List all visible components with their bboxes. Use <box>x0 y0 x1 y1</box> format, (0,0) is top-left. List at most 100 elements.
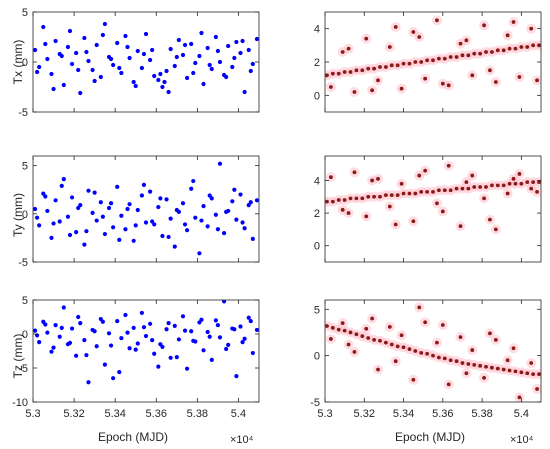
data-point <box>168 46 173 52</box>
y-tick-label: 0 <box>22 329 28 341</box>
data-point <box>342 328 347 333</box>
data-point <box>340 50 345 54</box>
data-point <box>525 45 530 49</box>
data-point <box>123 312 128 318</box>
x-tick-label: 5.4 <box>231 408 246 420</box>
data-point <box>460 186 465 191</box>
data-point <box>94 344 99 349</box>
y-tick-label: 4 <box>314 24 320 36</box>
data-point <box>352 350 357 354</box>
data-point <box>501 183 506 188</box>
data-point <box>411 30 416 34</box>
data-point <box>531 43 536 48</box>
data-point <box>33 206 38 212</box>
data-point <box>51 86 56 92</box>
data-point <box>221 300 227 304</box>
data-point <box>242 336 247 341</box>
data-point <box>172 323 177 328</box>
points-group <box>325 160 541 235</box>
points-group <box>325 302 541 402</box>
data-point <box>166 89 171 95</box>
data-point <box>348 330 353 335</box>
data-point <box>389 193 394 198</box>
data-point <box>226 43 231 49</box>
data-point <box>389 342 394 347</box>
data-point <box>139 193 144 198</box>
data-point <box>495 48 500 53</box>
data-point <box>230 199 235 204</box>
data-point <box>423 76 428 81</box>
y-tick-label: -5 <box>310 397 320 409</box>
data-point <box>207 193 212 198</box>
data-point <box>399 181 404 186</box>
data-point <box>372 194 376 199</box>
y-tick-label: 5 <box>314 304 320 316</box>
data-point <box>162 79 167 85</box>
data-point <box>102 362 108 367</box>
x-tick-label: 5.36 <box>432 408 453 420</box>
data-point <box>86 188 91 193</box>
data-point <box>352 170 357 175</box>
data-point <box>401 61 406 66</box>
data-point <box>370 316 375 321</box>
data-point <box>399 333 404 338</box>
data-point <box>125 44 130 50</box>
data-point <box>325 199 329 204</box>
data-point <box>458 224 463 229</box>
data-point <box>529 26 534 31</box>
data-point <box>182 42 188 48</box>
data-point <box>387 324 392 329</box>
data-point <box>53 198 58 203</box>
data-point <box>325 73 329 78</box>
data-point <box>393 359 398 364</box>
panel-2-0: -10 -5 0 5 5.3 5.32 5.34 5.36 5.38 5.4 <box>12 295 260 420</box>
data-point <box>411 377 416 382</box>
data-point <box>78 90 83 96</box>
data-point <box>346 211 351 215</box>
data-point <box>201 81 206 87</box>
data-point <box>511 20 516 24</box>
data-point <box>207 62 212 68</box>
data-point <box>184 75 190 81</box>
y-tick-label: -5 <box>18 363 28 375</box>
data-point <box>67 28 73 34</box>
data-point <box>117 65 122 71</box>
data-point <box>125 206 130 212</box>
data-point <box>442 188 447 193</box>
data-point <box>366 194 371 199</box>
data-point <box>201 348 206 353</box>
data-point <box>240 340 245 345</box>
data-point <box>372 337 376 342</box>
data-point <box>330 325 335 330</box>
data-point <box>59 325 64 330</box>
data-point <box>454 359 459 364</box>
data-point <box>69 61 75 67</box>
data-point <box>464 38 469 43</box>
data-point <box>67 340 73 345</box>
data-point <box>383 340 388 345</box>
tz-ylabel: Tz (mm) <box>11 334 25 379</box>
data-point <box>490 50 494 54</box>
data-point <box>152 73 157 79</box>
data-point <box>454 55 459 59</box>
data-point <box>460 361 465 365</box>
data-point <box>478 51 483 56</box>
data-point <box>232 55 237 61</box>
data-point <box>152 351 157 356</box>
data-point <box>156 364 161 369</box>
data-point <box>537 43 541 48</box>
data-point <box>61 305 66 310</box>
data-point <box>43 194 48 199</box>
data-point <box>519 370 524 375</box>
data-point <box>488 217 492 222</box>
data-point <box>115 184 120 189</box>
data-point <box>348 70 353 74</box>
data-point <box>395 63 400 68</box>
data-point <box>389 63 394 68</box>
data-point <box>205 329 210 335</box>
data-point <box>180 314 186 319</box>
y-tick-label: 0 <box>22 57 28 69</box>
data-point <box>51 345 56 350</box>
panel-0-1: 0 2 4 <box>314 11 542 113</box>
data-point <box>511 346 516 351</box>
